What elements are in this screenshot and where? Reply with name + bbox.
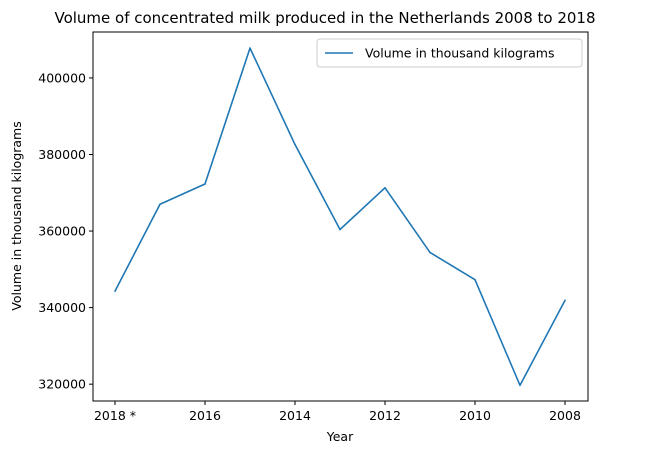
y-tick-label: 340000 xyxy=(38,300,86,315)
data-point xyxy=(564,300,566,302)
y-tick-label: 400000 xyxy=(38,70,86,85)
x-tick-label: 2008 xyxy=(549,408,581,423)
data-point xyxy=(294,144,296,146)
y-axis: 320000 340000 360000 380000 400000 xyxy=(38,70,93,391)
x-axis: 2018 * 2016 2014 2012 2010 2008 xyxy=(94,401,581,423)
data-point xyxy=(519,385,521,387)
x-tick-label: 2014 xyxy=(279,408,311,423)
data-point xyxy=(429,252,431,254)
y-tick-label: 360000 xyxy=(38,224,86,239)
x-tick-label: 2012 xyxy=(369,408,401,423)
data-point xyxy=(339,229,341,231)
plot-area xyxy=(93,32,588,401)
y-tick-label: 380000 xyxy=(38,147,86,162)
x-tick-label: 2016 xyxy=(189,408,221,423)
data-point xyxy=(204,183,206,185)
x-axis-title: Year xyxy=(326,429,354,444)
legend: Volume in thousand kilograms xyxy=(317,39,582,67)
data-point xyxy=(474,279,476,281)
x-tick-label: 2018 * xyxy=(94,408,136,423)
chart-title: Volume of concentrated milk produced in … xyxy=(54,9,595,27)
data-point xyxy=(159,203,161,205)
series-line xyxy=(115,48,565,385)
legend-label: Volume in thousand kilograms xyxy=(365,46,554,61)
data-point xyxy=(249,47,251,49)
series-layer xyxy=(114,47,566,386)
y-tick-label: 320000 xyxy=(38,377,86,392)
y-axis-title: Volume in thousand kilograms xyxy=(9,121,24,310)
x-tick-label: 2010 xyxy=(459,408,491,423)
data-point xyxy=(114,290,116,292)
data-point xyxy=(384,187,386,189)
